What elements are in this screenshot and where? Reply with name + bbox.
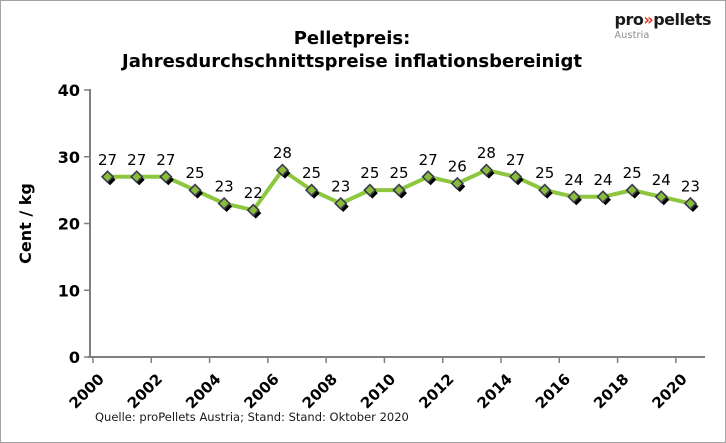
data-label: 27 [506, 151, 525, 169]
data-label: 25 [389, 164, 408, 182]
y-axis-title: Cent / kg [16, 183, 35, 264]
x-tick-label: 2000 [66, 370, 108, 412]
chart-title-line1: Pelletpreis: [293, 28, 411, 49]
data-point-marker [275, 163, 290, 177]
data-label: 24 [652, 171, 671, 189]
data-label: 24 [564, 171, 583, 189]
data-point-marker [625, 183, 639, 197]
x-tick-label: 2006 [240, 370, 282, 412]
x-tick-label: 2018 [590, 370, 632, 412]
data-label: 26 [448, 157, 467, 175]
data-label: 27 [98, 151, 117, 169]
data-point-marker [392, 183, 406, 197]
logo-wordmark: pro»pellets [614, 10, 712, 29]
chart-title: Pelletpreis: Jahresdurchschnittspreise i… [1, 27, 725, 73]
y-tick-label: 20 [58, 215, 80, 234]
data-point-marker [508, 170, 523, 184]
data-point-marker [596, 190, 610, 204]
logo-pro: pro [614, 10, 644, 29]
x-tick-label: 2012 [415, 370, 457, 412]
data-point-marker [450, 176, 464, 191]
data-label: 25 [535, 164, 554, 182]
data-label: 22 [244, 184, 263, 202]
data-point-marker [479, 163, 494, 177]
x-tick-label: 2020 [648, 370, 690, 412]
data-point-marker [567, 190, 581, 204]
data-label: 25 [623, 164, 642, 182]
data-label: 23 [681, 177, 700, 195]
chart-title-line2: Jahresdurchschnittspreise inflationsbere… [122, 51, 582, 72]
x-tick-label: 2016 [532, 370, 574, 412]
data-label: 25 [360, 164, 379, 182]
data-label: 24 [593, 171, 612, 189]
data-label: 28 [273, 144, 292, 162]
y-tick-label: 40 [58, 81, 80, 100]
x-tick-label: 2008 [299, 370, 341, 412]
data-label: 23 [331, 177, 350, 195]
data-point-marker [217, 196, 231, 211]
data-point-marker [100, 170, 115, 184]
data-point-marker [159, 170, 173, 184]
logo-subtitle: Austria [614, 30, 650, 41]
data-point-marker [363, 183, 377, 197]
y-tick-label: 10 [58, 281, 80, 300]
data-point-marker [334, 196, 348, 211]
x-tick-label: 2002 [124, 370, 166, 412]
x-tick-label: 2004 [182, 370, 224, 412]
data-label: 27 [127, 151, 146, 169]
x-tick-label: 2014 [474, 370, 516, 412]
data-point-marker [654, 190, 668, 204]
data-point-marker [188, 183, 202, 197]
logo-pellets: pellets [653, 10, 711, 29]
data-point-marker [421, 170, 435, 184]
x-tick-label: 2010 [357, 370, 399, 412]
source-note: Quelle: proPellets Austria; Stand: Stand… [95, 410, 409, 424]
data-label: 25 [302, 164, 321, 182]
data-point-marker [304, 183, 319, 197]
logo-chevrons-icon: » [643, 10, 654, 29]
data-label: 27 [156, 151, 175, 169]
data-label: 27 [419, 151, 438, 169]
data-point-marker [246, 203, 260, 217]
data-point-marker [538, 183, 552, 197]
propellets-logo: pro»pellets Austria [614, 10, 712, 41]
data-label: 23 [215, 177, 234, 195]
data-label: 25 [185, 164, 204, 182]
data-point-marker [683, 196, 698, 211]
y-tick-label: 30 [58, 148, 80, 167]
y-tick-label: 0 [69, 348, 80, 367]
data-label: 28 [477, 144, 496, 162]
data-point-marker [130, 170, 144, 184]
